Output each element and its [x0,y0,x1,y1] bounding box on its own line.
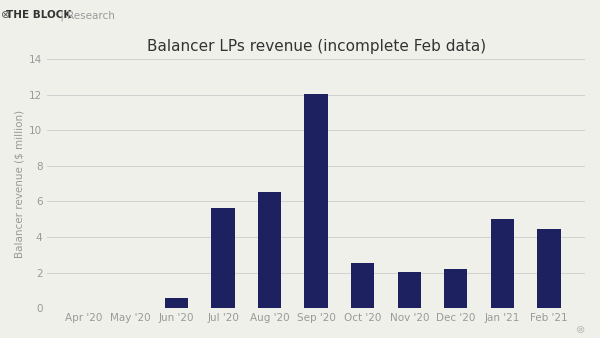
Bar [398,272,421,308]
Title: Balancer LPs revenue (incomplete Feb data): Balancer LPs revenue (incomplete Feb dat… [146,39,486,54]
Y-axis label: Balancer revenue ($ million): Balancer revenue ($ million) [15,110,25,258]
Text: | Research: | Research [57,10,115,21]
Text: THE BLOCK: THE BLOCK [6,10,71,20]
Text: ⊗: ⊗ [575,324,585,335]
Text: ⊗: ⊗ [1,10,11,20]
Bar [537,229,560,308]
Bar [211,209,235,308]
Bar [304,94,328,308]
Bar [444,269,467,308]
Bar [351,263,374,308]
Bar [491,219,514,308]
Bar [165,298,188,308]
Bar [258,192,281,308]
